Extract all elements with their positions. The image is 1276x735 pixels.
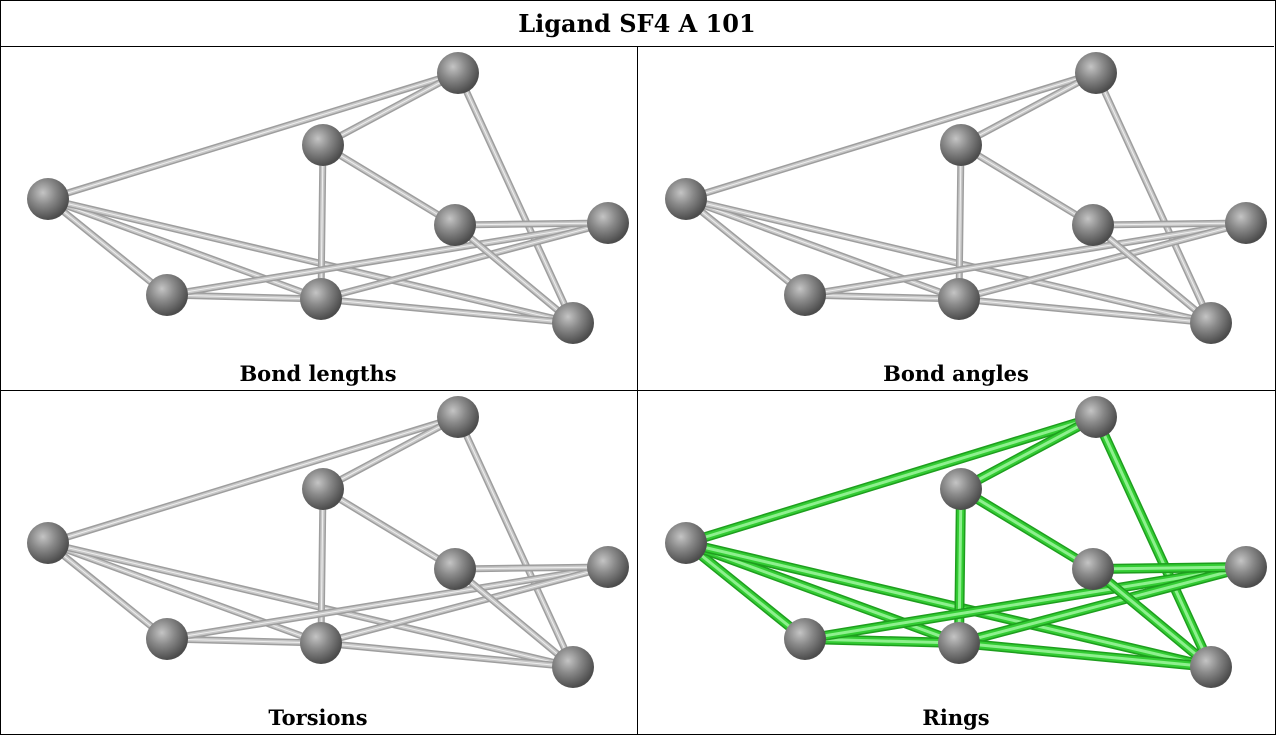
- bond: [957, 641, 1213, 669]
- bond: [322, 416, 459, 490]
- atom: [1190, 302, 1232, 344]
- bond: [685, 198, 806, 296]
- atom: [434, 204, 476, 246]
- bond: [685, 72, 1097, 200]
- bond: [47, 416, 459, 544]
- atom: [302, 468, 344, 510]
- bond: [454, 224, 574, 324]
- atom: [587, 546, 629, 588]
- bond: [685, 198, 960, 300]
- bond: [685, 198, 1212, 324]
- atom: [552, 302, 594, 344]
- atom: [27, 522, 69, 564]
- bond: [322, 144, 456, 226]
- bond: [457, 416, 574, 668]
- atom: [552, 646, 594, 688]
- panel-bond-angles: Bond angles: [638, 47, 1274, 390]
- bond: [320, 642, 574, 668]
- atom: [27, 178, 69, 220]
- bond: [47, 198, 574, 324]
- bond: [454, 222, 609, 226]
- bond: [47, 542, 574, 668]
- atom: [437, 396, 479, 438]
- bond: [47, 198, 168, 296]
- bond: [1091, 567, 1213, 669]
- atom: [938, 278, 980, 320]
- panel-caption: Rings: [922, 705, 990, 730]
- atom: [784, 274, 826, 316]
- bond: [684, 541, 807, 641]
- bond: [959, 487, 1095, 571]
- figure-title: Ligand SF4 A 101: [0, 0, 1274, 47]
- bond: [1095, 72, 1212, 324]
- atom: [1075, 52, 1117, 94]
- molecule-view-torsions: [27, 396, 629, 688]
- bond: [47, 72, 459, 200]
- panel-rings: Rings: [638, 391, 1274, 734]
- atom: [938, 622, 980, 664]
- bond: [457, 72, 574, 324]
- bond: [959, 415, 1098, 491]
- atom: [784, 618, 826, 660]
- bond: [322, 488, 456, 570]
- bond: [1091, 565, 1248, 571]
- atom: [146, 618, 188, 660]
- panel-bond-lengths: Bond lengths: [0, 47, 636, 390]
- molecule-view-bond-angles: [665, 52, 1267, 344]
- bond: [47, 198, 322, 300]
- molecule-view-rings: [665, 396, 1267, 688]
- horizontal-divider: [0, 390, 1276, 391]
- atom: [940, 124, 982, 166]
- bond: [958, 298, 1212, 324]
- bond: [47, 542, 168, 640]
- bond: [1092, 224, 1212, 324]
- atom: [940, 468, 982, 510]
- bond: [166, 566, 609, 640]
- bond: [804, 294, 960, 300]
- bond: [166, 294, 322, 300]
- bond: [454, 566, 609, 570]
- atom: [300, 278, 342, 320]
- atom: [1072, 548, 1114, 590]
- bond: [960, 144, 1094, 226]
- bond: [322, 72, 459, 146]
- bond: [454, 568, 574, 668]
- bond: [958, 222, 1247, 300]
- bond: [166, 638, 322, 644]
- atom: [146, 274, 188, 316]
- atom: [1075, 396, 1117, 438]
- bond: [320, 298, 574, 324]
- vertical-divider: [637, 47, 638, 735]
- bond: [957, 565, 1248, 645]
- bond: [47, 542, 322, 644]
- atom: [300, 622, 342, 664]
- panel-caption: Torsions: [268, 705, 368, 730]
- bond: [320, 566, 609, 644]
- atom: [437, 52, 479, 94]
- bond: [166, 222, 609, 296]
- bond: [1094, 415, 1213, 669]
- atom: [434, 548, 476, 590]
- atom: [1072, 204, 1114, 246]
- panel-torsions: Torsions: [0, 391, 636, 734]
- atom: [1225, 546, 1267, 588]
- bond: [957, 487, 963, 645]
- atom: [665, 178, 707, 220]
- bond: [960, 72, 1097, 146]
- atom: [665, 522, 707, 564]
- molecule-view-bond-lengths: [27, 52, 629, 344]
- bond: [684, 541, 1213, 669]
- atom: [1190, 646, 1232, 688]
- panel-caption: Bond angles: [883, 361, 1029, 386]
- bond: [684, 415, 1098, 545]
- atom: [587, 202, 629, 244]
- atom: [302, 124, 344, 166]
- bond: [1092, 222, 1247, 226]
- bond: [803, 565, 1248, 641]
- panel-caption: Bond lengths: [239, 361, 397, 386]
- bond: [320, 222, 609, 300]
- bond: [804, 222, 1247, 296]
- atom: [1225, 202, 1267, 244]
